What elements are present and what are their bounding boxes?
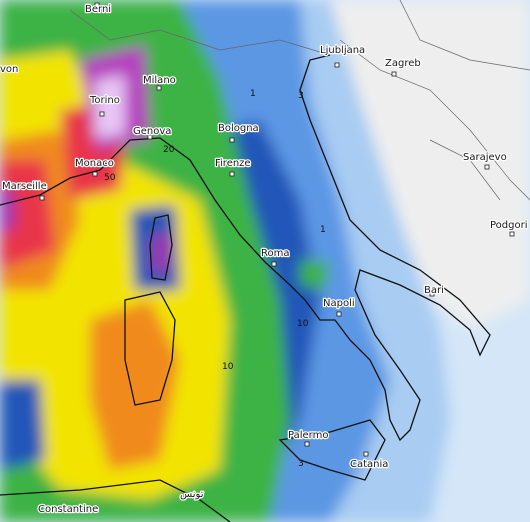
contour-label: 20	[163, 145, 175, 155]
city-label: Berni	[85, 4, 111, 15]
city-label: Firenze	[215, 158, 251, 169]
city-label: Catania	[350, 459, 388, 470]
contour-label: 10	[297, 319, 309, 329]
contour-label: 50	[104, 173, 116, 183]
city-label: Bari	[424, 285, 444, 296]
city-label: Torino	[89, 95, 120, 106]
city-label: Napoli	[323, 298, 355, 309]
contour-label: 3	[298, 459, 304, 469]
city-label: Zagreb	[385, 58, 421, 69]
contour-label: 1	[250, 89, 256, 99]
contour-label: 3	[298, 91, 304, 101]
city-label: Genova	[133, 126, 171, 137]
city-label: Monaco	[75, 158, 114, 169]
city-label: Palermo	[288, 430, 328, 441]
city-label: Bologna	[218, 123, 259, 134]
city-label: تونس	[180, 489, 204, 500]
city-label: Marseille	[2, 181, 47, 192]
city-label: Ljubljana	[320, 45, 365, 56]
city-label: Roma	[261, 248, 290, 259]
city-markers	[39, 2, 515, 457]
city-label: Podgori	[490, 220, 528, 231]
contour-label: 10	[222, 362, 234, 372]
city-label: von	[0, 64, 18, 75]
contour-label: 1	[320, 225, 326, 235]
city-label: Sarajevo	[463, 152, 507, 163]
city-label: Constantine	[38, 504, 98, 515]
city-label: Milano	[143, 75, 176, 86]
